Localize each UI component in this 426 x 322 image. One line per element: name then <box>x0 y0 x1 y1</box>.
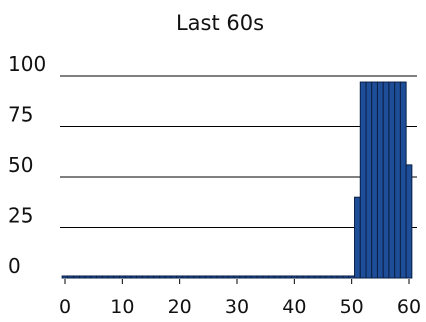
bar-36 <box>268 275 275 279</box>
bar-34 <box>256 275 264 279</box>
bar-1 <box>67 275 75 279</box>
bar-55 <box>376 81 384 279</box>
bar-11 <box>124 275 132 279</box>
bar-19 <box>170 275 178 279</box>
y-tick-label-100: 100 <box>8 52 46 76</box>
bar-18 <box>164 275 172 279</box>
bar-9 <box>113 275 120 279</box>
bar-33 <box>250 275 258 279</box>
x-tick-label-0: 0 <box>59 296 71 318</box>
bar-30 <box>233 275 241 279</box>
bar-37 <box>273 275 281 279</box>
bar-21 <box>182 275 189 279</box>
chart-title: Last 60s <box>176 11 264 35</box>
bar-57 <box>388 81 396 279</box>
bar-51 <box>354 196 361 279</box>
bar-8 <box>107 275 115 279</box>
bar-23 <box>193 275 201 279</box>
bar-60 <box>405 164 413 279</box>
x-tick-label-20: 20 <box>168 296 192 318</box>
bar-48 <box>336 275 344 279</box>
bar-3 <box>78 275 86 279</box>
y-tick-label-50: 50 <box>8 153 33 177</box>
y-tick-label-25: 25 <box>8 204 33 228</box>
bar-22 <box>187 275 195 279</box>
bar-41 <box>296 275 304 279</box>
bar-46 <box>325 275 333 279</box>
x-tick-label-30: 30 <box>225 296 249 318</box>
x-tick-label-60: 60 <box>397 296 421 318</box>
bar-0 <box>61 275 69 279</box>
bar-6 <box>96 275 103 279</box>
bar-29 <box>227 275 235 279</box>
bar-16 <box>153 275 161 279</box>
bar-7 <box>101 275 109 279</box>
bar-26 <box>210 275 218 279</box>
bar-32 <box>245 275 252 279</box>
bar-5 <box>90 275 98 279</box>
bar-31 <box>239 275 247 279</box>
bar-24 <box>199 275 206 279</box>
x-tick-label-40: 40 <box>282 296 306 318</box>
bar-38 <box>279 275 287 279</box>
x-tick-label-10: 10 <box>110 296 134 318</box>
bar-52 <box>359 81 367 279</box>
bar-28 <box>222 275 229 279</box>
bar-27 <box>216 275 224 279</box>
bar-13 <box>136 275 143 279</box>
bar-15 <box>147 275 155 279</box>
y-tick-label-0: 0 <box>8 254 21 278</box>
bar-25 <box>204 275 212 279</box>
bar-53 <box>365 81 373 279</box>
bar-43 <box>308 275 315 279</box>
bar-50 <box>348 275 356 279</box>
bars <box>61 81 413 279</box>
x-axis-ticks: 0 10 20 30 40 50 60 <box>59 279 421 318</box>
y-tick-label-75: 75 <box>8 103 33 127</box>
bar-2 <box>73 275 80 279</box>
bar-45 <box>319 275 327 279</box>
bar-17 <box>159 275 166 279</box>
bar-4 <box>84 275 92 279</box>
bar-56 <box>382 81 390 279</box>
bar-42 <box>302 275 310 279</box>
bar-10 <box>118 275 126 279</box>
bar-49 <box>342 275 350 279</box>
bar-35 <box>262 275 270 279</box>
bar-40 <box>290 275 298 279</box>
bar-44 <box>313 275 321 279</box>
bar-14 <box>141 275 149 279</box>
x-tick-label-50: 50 <box>340 296 364 318</box>
bar-12 <box>130 275 138 279</box>
bar-58 <box>394 81 401 279</box>
y-axis-ticks: 0 25 50 75 100 <box>8 52 46 278</box>
bar-47 <box>331 275 338 279</box>
bar-20 <box>176 275 184 279</box>
bar-59 <box>399 81 407 279</box>
bar-39 <box>285 275 292 279</box>
bar-54 <box>371 81 378 279</box>
